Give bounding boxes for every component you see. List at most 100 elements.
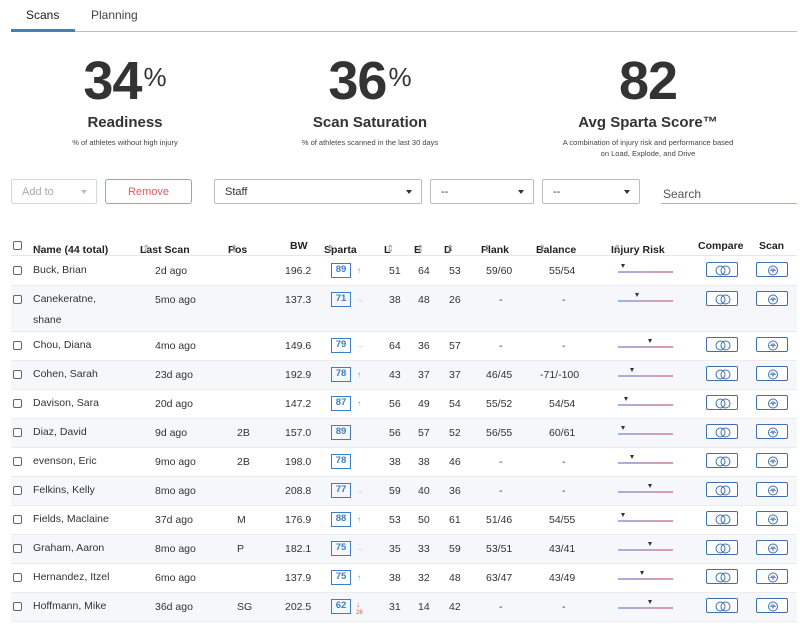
filter-select-3[interactable]: --	[542, 179, 640, 204]
sort-icon: ⇕	[386, 244, 395, 255]
scan-button[interactable]	[756, 511, 788, 526]
filter-select-2[interactable]: --	[430, 179, 534, 204]
scan-button[interactable]	[756, 482, 788, 497]
injury-risk-bar	[618, 542, 673, 554]
sparta-score-badge: 62	[331, 599, 351, 614]
row-checkbox[interactable]	[13, 515, 22, 524]
compare-button[interactable]	[706, 395, 738, 410]
compare-button[interactable]	[706, 453, 738, 468]
drive-value: 37	[449, 369, 461, 381]
athlete-name[interactable]: Chou, Diana	[33, 339, 92, 351]
table-row[interactable]: Buck, Brian 2d ago 196.2 89 ↑ 51 64 53 59/60 55/5…	[11, 257, 797, 286]
group-select[interactable]: Staff	[214, 179, 422, 204]
body-weight: 149.6	[285, 340, 312, 352]
compare-button[interactable]	[706, 569, 738, 584]
active-tab-indicator	[11, 29, 75, 32]
scan-button[interactable]	[756, 291, 788, 306]
row-checkbox[interactable]	[13, 341, 22, 350]
athlete-name[interactable]: Felkins, Kelly	[33, 484, 95, 496]
table-row[interactable]: Cohen, Sarah 23d ago 192.9 78 ↑ 43 37 37 46/45 -7…	[11, 361, 797, 390]
table-row[interactable]: Canekeratne, shane 5mo ago 137.3 71 → 38 48 26 -…	[11, 286, 797, 332]
tab-bar: Scans Planning	[11, 0, 797, 32]
search-input[interactable]	[661, 179, 797, 204]
scan-button[interactable]	[756, 262, 788, 277]
explode-value: 57	[418, 427, 430, 439]
select-all-checkbox[interactable]	[13, 241, 22, 250]
row-checkbox[interactable]	[13, 295, 22, 304]
body-weight: 147.2	[285, 398, 312, 410]
drive-value: 48	[449, 572, 461, 584]
athlete-name[interactable]: Diaz, David	[33, 426, 87, 438]
row-checkbox[interactable]	[13, 266, 22, 275]
athlete-name[interactable]: Fields, Maclaine	[33, 513, 109, 525]
athlete-name[interactable]: Canekeratne, shane	[33, 293, 97, 326]
injury-risk-marker	[648, 542, 652, 546]
balance-value: -	[562, 601, 566, 613]
table-row[interactable]: Graham, Aaron 8mo ago P 182.1 75 → 35 33 59 53/51…	[11, 535, 797, 564]
athlete-name[interactable]: Buck, Brian	[33, 264, 87, 276]
row-checkbox[interactable]	[13, 399, 22, 408]
scan-button[interactable]	[756, 540, 788, 555]
table-row[interactable]: Davison, Sara 20d ago 147.2 87 ↑ 56 49 54 55/52 5…	[11, 390, 797, 419]
row-checkbox[interactable]	[13, 486, 22, 495]
scan-button[interactable]	[756, 424, 788, 439]
load-value: 56	[389, 398, 401, 410]
table-row[interactable]: Hoffmann, Mike 36d ago SG 202.5 62 ↓ 26 31 14 42 -…	[11, 593, 797, 622]
compare-button[interactable]	[706, 262, 738, 277]
athlete-name[interactable]: Hernandez, Itzel	[33, 571, 110, 583]
injury-risk-marker	[621, 513, 625, 517]
table-row[interactable]: Diaz, David 9d ago 2B 157.0 89 56 57 52 56/55 60/…	[11, 419, 797, 448]
row-checkbox[interactable]	[13, 573, 22, 582]
compare-button[interactable]	[706, 337, 738, 352]
scan-button[interactable]	[756, 453, 788, 468]
plank-value: -	[499, 456, 503, 468]
injury-risk-gradient	[618, 375, 673, 377]
table-row[interactable]: Felkins, Kelly 8mo ago 208.8 77 → 59 40 36 - -	[11, 477, 797, 506]
scan-button[interactable]	[756, 366, 788, 381]
athlete-name[interactable]: Graham, Aaron	[33, 542, 105, 554]
add-to-select[interactable]: Add to	[11, 179, 97, 204]
injury-risk-gradient	[618, 607, 673, 609]
sparta-score-badge: 78	[331, 367, 351, 382]
explode-value: 37	[418, 369, 430, 381]
scan-button[interactable]	[756, 337, 788, 352]
athlete-name[interactable]: Davison, Sara	[33, 397, 99, 409]
row-checkbox[interactable]	[13, 602, 22, 611]
compare-button[interactable]	[706, 482, 738, 497]
table-row[interactable]: Chou, Diana 4mo ago 149.6 79 → 64 36 57 - -	[11, 332, 797, 361]
scan-button[interactable]	[756, 598, 788, 613]
balance-value: -	[562, 294, 566, 306]
table-row[interactable]: Hernandez, Itzel 6mo ago 137.9 75 ↑ 38 32 48 63/…	[11, 564, 797, 593]
compare-button[interactable]	[706, 598, 738, 613]
compare-button[interactable]	[706, 540, 738, 555]
compare-button[interactable]	[706, 366, 738, 381]
plank-value: 53/51	[486, 543, 513, 555]
plank-value: 56/55	[486, 427, 513, 439]
athlete-name[interactable]: evenson, Eric	[33, 455, 97, 467]
compare-button[interactable]	[706, 511, 738, 526]
scan-button[interactable]	[756, 395, 788, 410]
avg-sparta-label: Avg Sparta Score™	[578, 114, 718, 131]
compare-button[interactable]	[706, 424, 738, 439]
table-row[interactable]: Fields, Maclaine 37d ago M 176.9 88 ↑ 53 50 61 51…	[11, 506, 797, 535]
row-checkbox[interactable]	[13, 457, 22, 466]
remove-button[interactable]: Remove	[105, 179, 192, 204]
athlete-name[interactable]: Hoffmann, Mike	[33, 600, 107, 612]
row-checkbox[interactable]	[13, 428, 22, 437]
table-row[interactable]: evenson, Eric 9mo ago 2B 198.0 78 38 38 46 - -	[11, 448, 797, 477]
row-checkbox[interactable]	[13, 544, 22, 553]
explode-value: 40	[418, 485, 430, 497]
athlete-name[interactable]: Cohen, Sarah	[33, 368, 98, 380]
row-checkbox[interactable]	[13, 370, 22, 379]
compare-button[interactable]	[706, 291, 738, 306]
scan-button[interactable]	[756, 569, 788, 584]
injury-risk-bar	[618, 368, 673, 380]
injury-risk-marker	[648, 484, 652, 488]
trend-flat-icon: →	[356, 341, 364, 350]
load-value: 38	[389, 294, 401, 306]
add-to-label: Add to	[22, 186, 54, 198]
tab-planning[interactable]: Planning	[91, 8, 138, 22]
drive-value: 54	[449, 398, 461, 410]
tab-scans[interactable]: Scans	[26, 8, 60, 22]
body-weight: 196.2	[285, 265, 312, 277]
